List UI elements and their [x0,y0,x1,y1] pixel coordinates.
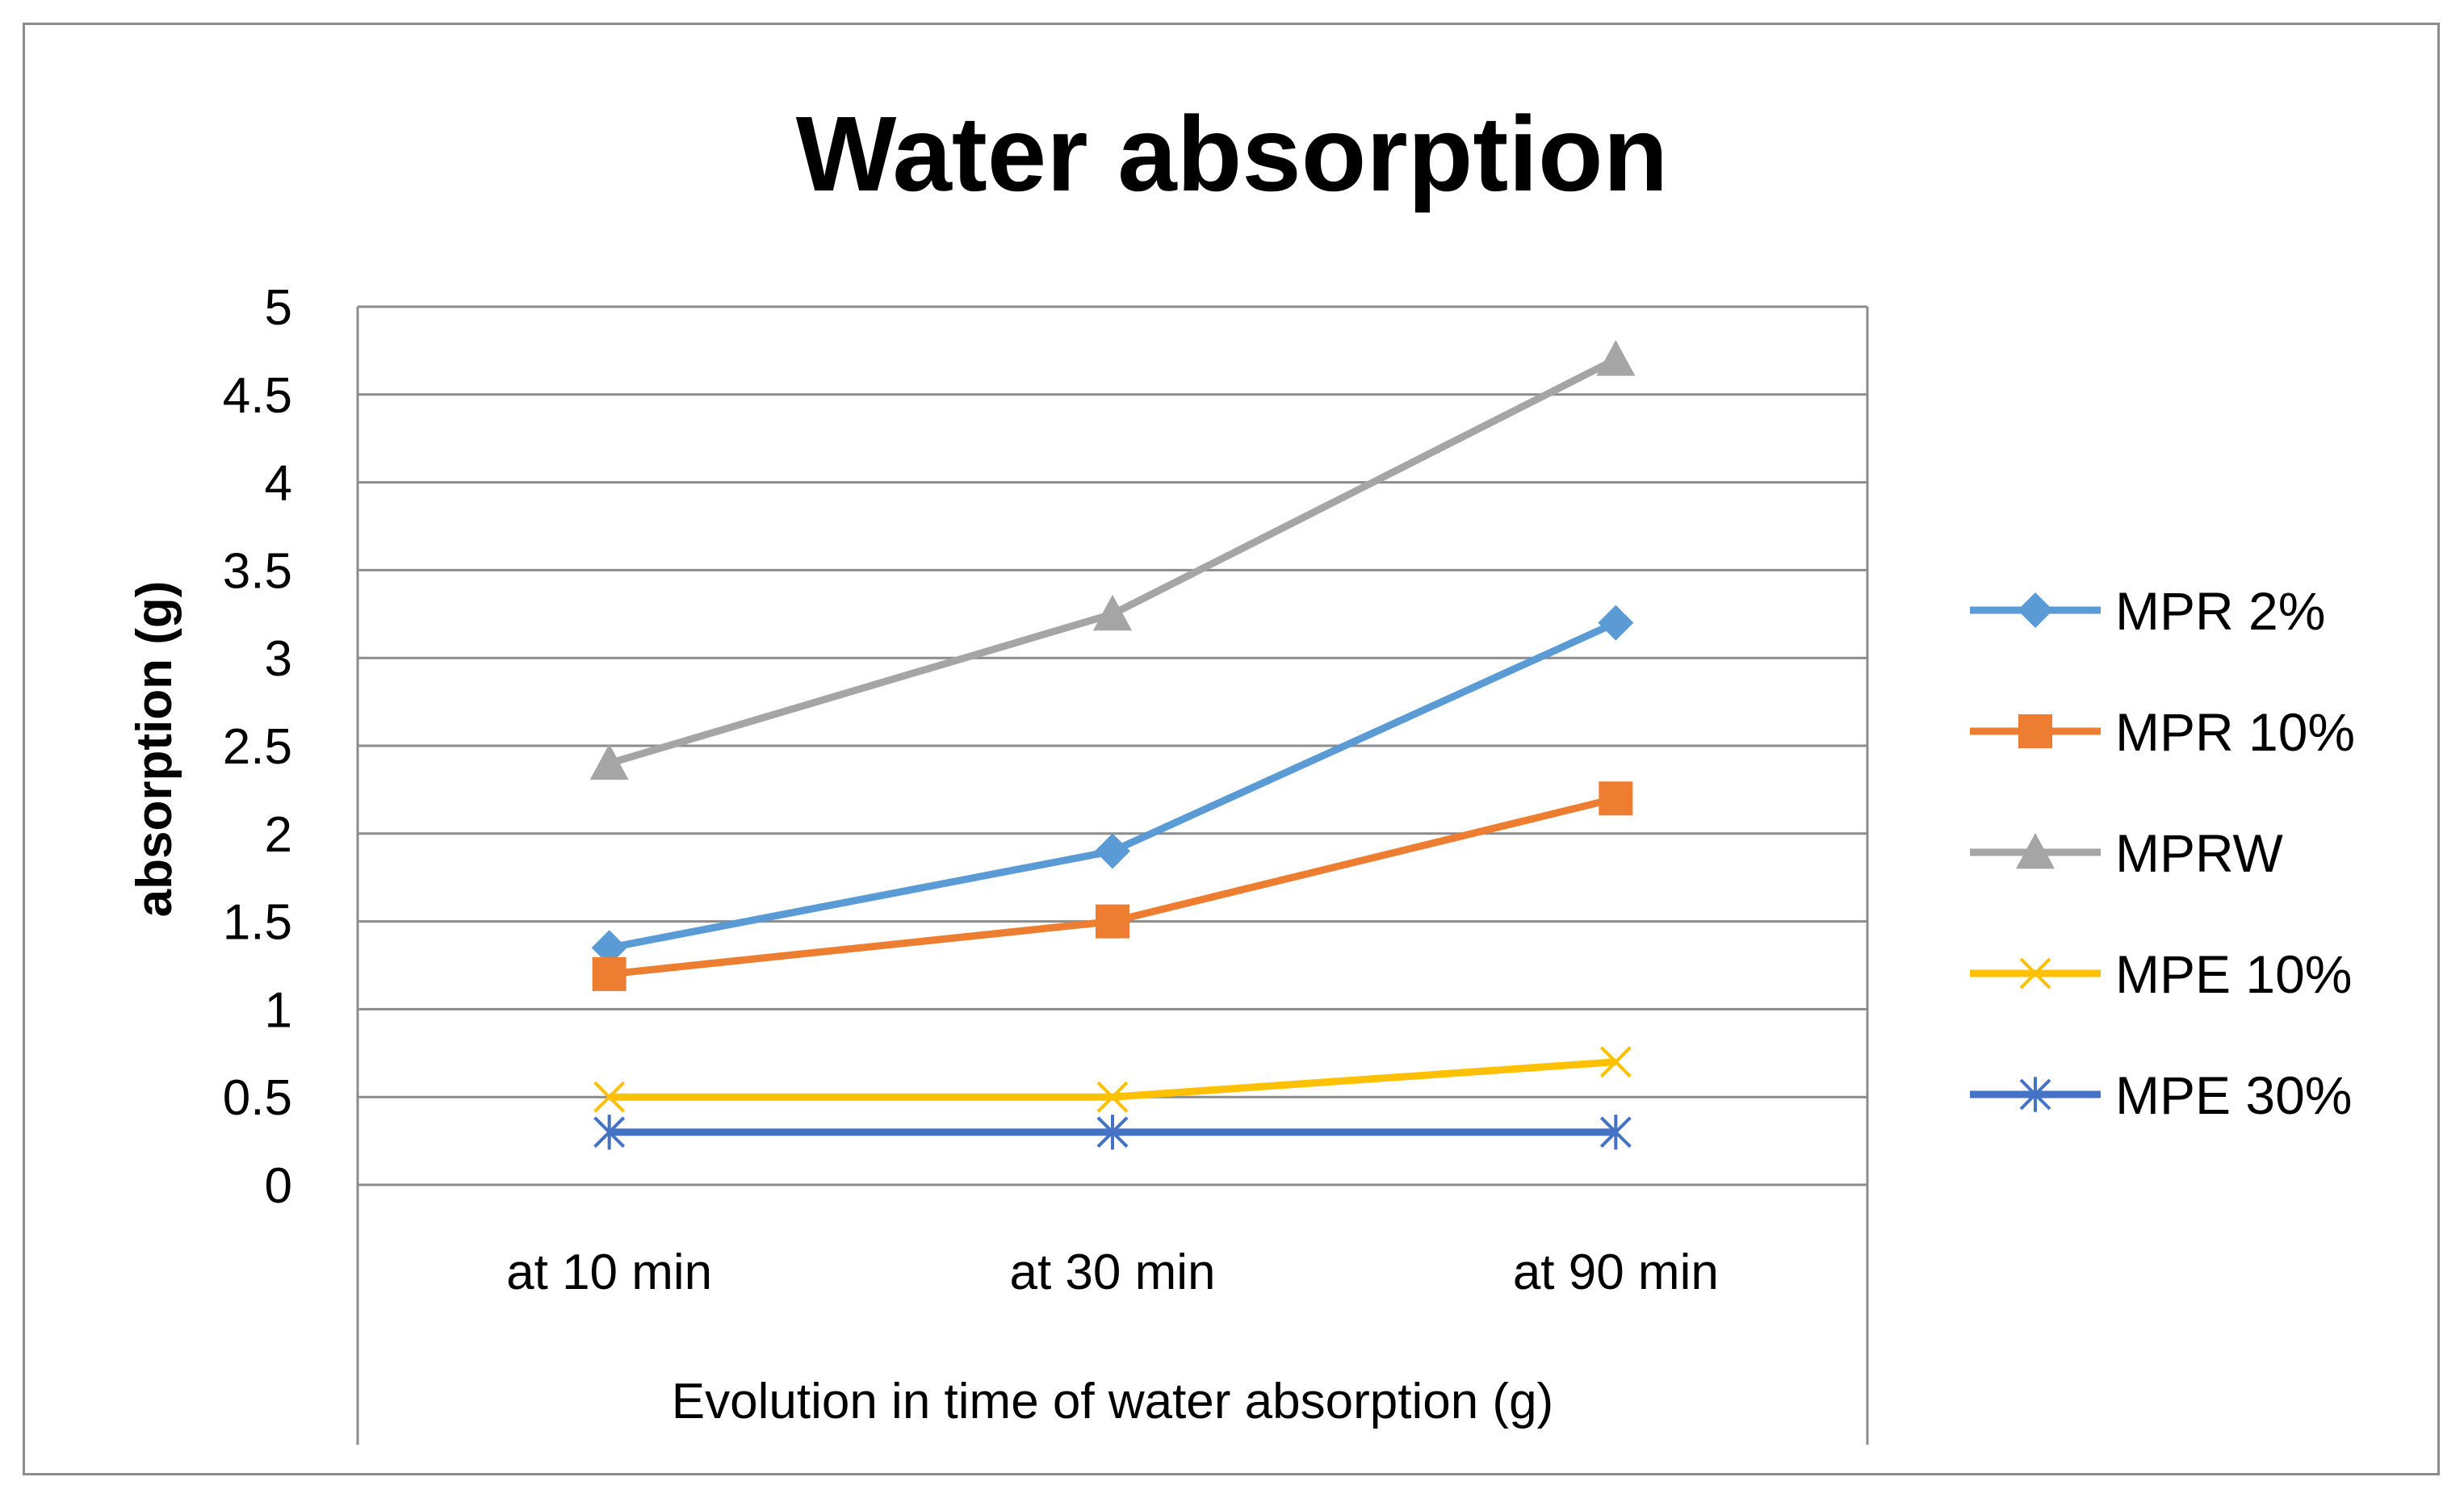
axes: 0 0.5 1 1.5 2 2.5 3 3.5 4 4.5 5 at 10 min at 30 min a… [223,280,1869,1445]
series-lines [589,340,1636,1150]
y-tick-label: 0.5 [223,1070,292,1126]
x-tick-label: at 90 min [1513,1245,1719,1300]
data-point-mpr-2 [1598,605,1634,641]
y-tick-label: 0 [265,1158,292,1214]
data-point-mpr-10 [1096,904,1129,939]
legend-label: MPR 10% [2115,702,2355,762]
y-tick-label: 1.5 [223,895,292,951]
legend-label: MPE 10% [2115,944,2352,1004]
legend-label: MPR 2% [2115,581,2325,641]
series-line-mpr-2 [608,619,1618,952]
y-axis-label: absorption (g) [127,581,182,918]
series-line-mpr-10 [609,794,1617,978]
y-tick-label: 1 [265,982,292,1038]
y-tick-label: 2.5 [223,719,292,775]
data-point-mpe-30 [593,1115,626,1150]
x-tick-label: at 30 min [1009,1245,1215,1300]
legend-label: MPRW [2115,823,2283,883]
legend-marker [2016,833,2055,869]
legend-marker [2018,714,2052,748]
chart-title: Water absorption [796,94,1669,213]
data-point-mprw [589,743,629,780]
data-point-mpe-10 [593,1081,626,1113]
data-point-mpe-30 [1096,1115,1129,1150]
x-axis-label: Evolution in time of water absorption (g… [672,1374,1553,1429]
y-tick-label: 5 [265,280,292,336]
chart-frame [23,23,2440,1475]
y-tick-label: 3 [265,631,292,687]
data-point-mpr-2 [591,930,627,966]
data-point-mprw [1596,340,1636,376]
y-tick-label: 4.5 [223,368,292,424]
gridlines [358,305,1867,1098]
data-point-mpr-10 [1599,781,1633,816]
data-point-mpe-10 [1096,1081,1129,1113]
legend-marker [2019,1077,2051,1112]
data-point-mpr-2 [1095,833,1130,869]
y-tick-label: 3.5 [223,543,292,599]
legend-label: MPE 30% [2115,1065,2352,1125]
data-point-mprw [1093,594,1132,631]
legend-marker [2019,957,2051,990]
data-point-mpr-10 [592,956,626,991]
y-tick-label: 2 [265,807,292,863]
data-point-mpe-30 [1599,1115,1632,1150]
series-line-mpe-10 [609,1058,1616,1101]
y-tick-label: 4 [265,456,292,512]
x-tick-label: at 10 min [506,1245,712,1300]
legend-marker [2018,592,2053,628]
series-line-mprw [608,356,1618,768]
data-point-mpe-10 [1599,1046,1632,1078]
legend: MPR 2% MPR 10% MPRW MPE 10% MPE 30% [1970,581,2355,1125]
